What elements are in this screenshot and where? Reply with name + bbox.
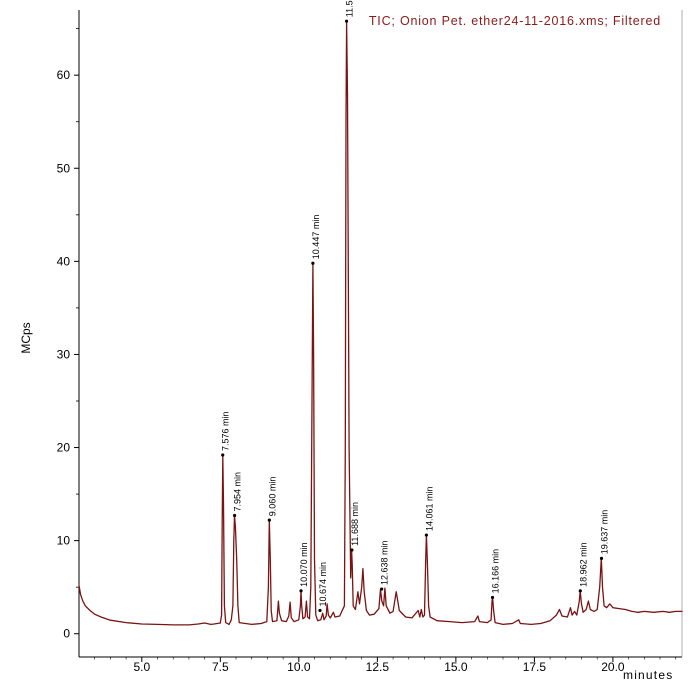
y-axis: 0 10 20 30 40 50 60: [57, 28, 79, 641]
x-tick-label: 5.0: [133, 660, 150, 674]
peak-label: 9.060 min: [267, 477, 277, 517]
y-tick-label: 50: [57, 161, 71, 175]
y-axis-label: MCps: [19, 322, 33, 353]
peak-label: 7.954 min: [233, 472, 243, 512]
peak-label: 12.638 min: [380, 540, 390, 585]
peak-label-layer: 7.576 min 7.954 min 9.060 min 10.070 min 10.…: [221, 0, 610, 613]
peak-marker: [578, 589, 582, 593]
peak-marker: [599, 556, 604, 560]
peak-marker: [380, 587, 384, 591]
y-tick-label: 40: [57, 254, 71, 268]
peak-label: 10.070 min: [299, 542, 309, 587]
y-tick-label: 20: [57, 441, 71, 455]
y-tick-label: 30: [57, 347, 71, 361]
peak-label: 10.674 min: [318, 562, 328, 607]
y-tick-label: 10: [57, 534, 71, 548]
peak-label: 7.576 min: [221, 411, 231, 451]
trace-layer: [78, 20, 683, 626]
x-tick-label: 20.0: [601, 660, 625, 674]
x-axis-label: minutes: [623, 668, 673, 682]
tic-trace-line: [78, 20, 683, 626]
peak-label: 10.447 min: [311, 215, 321, 260]
peak-marker: [490, 595, 495, 600]
x-tick-label: 12.5: [366, 660, 390, 674]
y-tick-label: 60: [57, 68, 71, 82]
peak-marker: [344, 19, 349, 23]
chart-title: TIC; Onion Pet. ether24-11-2016.xms; Fil…: [369, 14, 661, 28]
x-tick-label: 17.5: [523, 660, 547, 674]
y-tick-label: 0: [63, 627, 70, 641]
peak-marker: [267, 518, 271, 522]
peak-label: 14.061 min: [424, 486, 434, 531]
x-axis: 5.0 7.5 10.0 12.5 15.0 17.5 20.0: [94, 657, 677, 674]
peak-label: 11.688 min: [350, 502, 360, 546]
peak-label: 18.962 min: [578, 542, 588, 587]
peak-marker: [424, 533, 428, 537]
peak-marker: [311, 261, 315, 265]
peak-label: 16.166 min: [491, 549, 501, 594]
peak-label: 19.637 min: [600, 510, 610, 555]
peak-marker: [221, 453, 225, 457]
x-tick-label: 10.0: [287, 660, 311, 674]
x-tick-label: 7.5: [212, 660, 229, 674]
x-tick-label: 15.0: [444, 660, 468, 674]
peak-marker: [350, 548, 354, 552]
peak-label: 11.520 min: [345, 0, 355, 17]
peak-marker: [232, 513, 237, 518]
peak-marker: [299, 589, 303, 593]
peak-marker: [318, 608, 322, 613]
